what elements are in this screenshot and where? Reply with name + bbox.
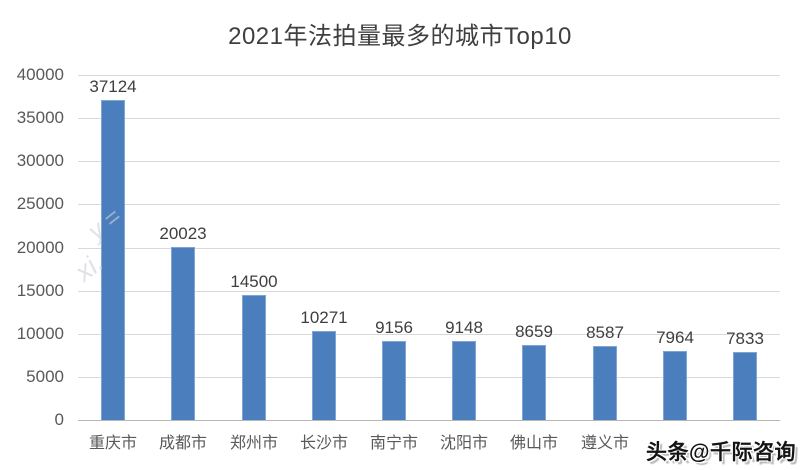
x-axis-category-label: 成都市 xyxy=(158,435,207,452)
bar xyxy=(663,351,687,420)
y-axis-tick-label: 15000 xyxy=(16,281,64,300)
bar-value-label: 7964 xyxy=(656,328,694,347)
gridline xyxy=(78,248,780,249)
bar xyxy=(733,352,757,420)
gridline xyxy=(78,118,780,119)
bar-value-label: 37124 xyxy=(89,77,137,96)
bar xyxy=(312,331,336,420)
bar xyxy=(522,345,546,420)
bar-value-label: 8659 xyxy=(515,322,553,341)
bar xyxy=(171,247,195,420)
bar-value-label: 20023 xyxy=(159,224,207,243)
gridline xyxy=(78,204,780,205)
gridline xyxy=(78,161,780,162)
x-axis-category-label: 南宁市 xyxy=(369,435,418,452)
toutiao-watermark: 头条@千际咨询 xyxy=(646,441,796,464)
y-axis-tick-label: 35000 xyxy=(16,108,64,127)
y-axis-tick-label: 0 xyxy=(54,410,64,429)
gridline xyxy=(78,75,780,76)
x-axis-category-label: 沈阳市 xyxy=(439,435,488,452)
y-axis-tick-label: 25000 xyxy=(16,194,64,213)
bar xyxy=(452,341,476,420)
bar-value-label: 8587 xyxy=(586,323,624,342)
gridline xyxy=(78,377,780,378)
y-axis-tick-label: 5000 xyxy=(26,367,64,386)
bar xyxy=(101,100,125,420)
x-axis-category-label: 郑州市 xyxy=(229,435,278,452)
gridline xyxy=(78,420,780,421)
bar-value-label: 7833 xyxy=(726,329,764,348)
x-axis-category-label: 遵义市 xyxy=(580,435,629,452)
bar xyxy=(242,295,266,420)
y-axis-tick-label: 30000 xyxy=(16,151,64,170)
gridline xyxy=(78,334,780,335)
y-axis-tick-label: 10000 xyxy=(16,324,64,343)
bar-value-label: 14500 xyxy=(230,272,278,291)
bar-value-label: 9156 xyxy=(375,318,413,337)
x-axis-category-label: 长沙市 xyxy=(299,435,348,452)
y-axis-tick-label: 20000 xyxy=(16,238,64,257)
bar-value-label: 9148 xyxy=(445,318,483,337)
x-axis-category-label: 佛山市 xyxy=(509,435,558,452)
bar xyxy=(382,341,406,420)
chart-title: 2021年法拍量最多的城市Top10 xyxy=(228,23,572,50)
y-axis-tick-label: 40000 xyxy=(16,65,64,84)
gridline xyxy=(78,291,780,292)
x-axis-category-label: 重庆市 xyxy=(88,435,137,452)
bar-value-label: 10271 xyxy=(300,308,348,327)
bar xyxy=(593,346,617,420)
